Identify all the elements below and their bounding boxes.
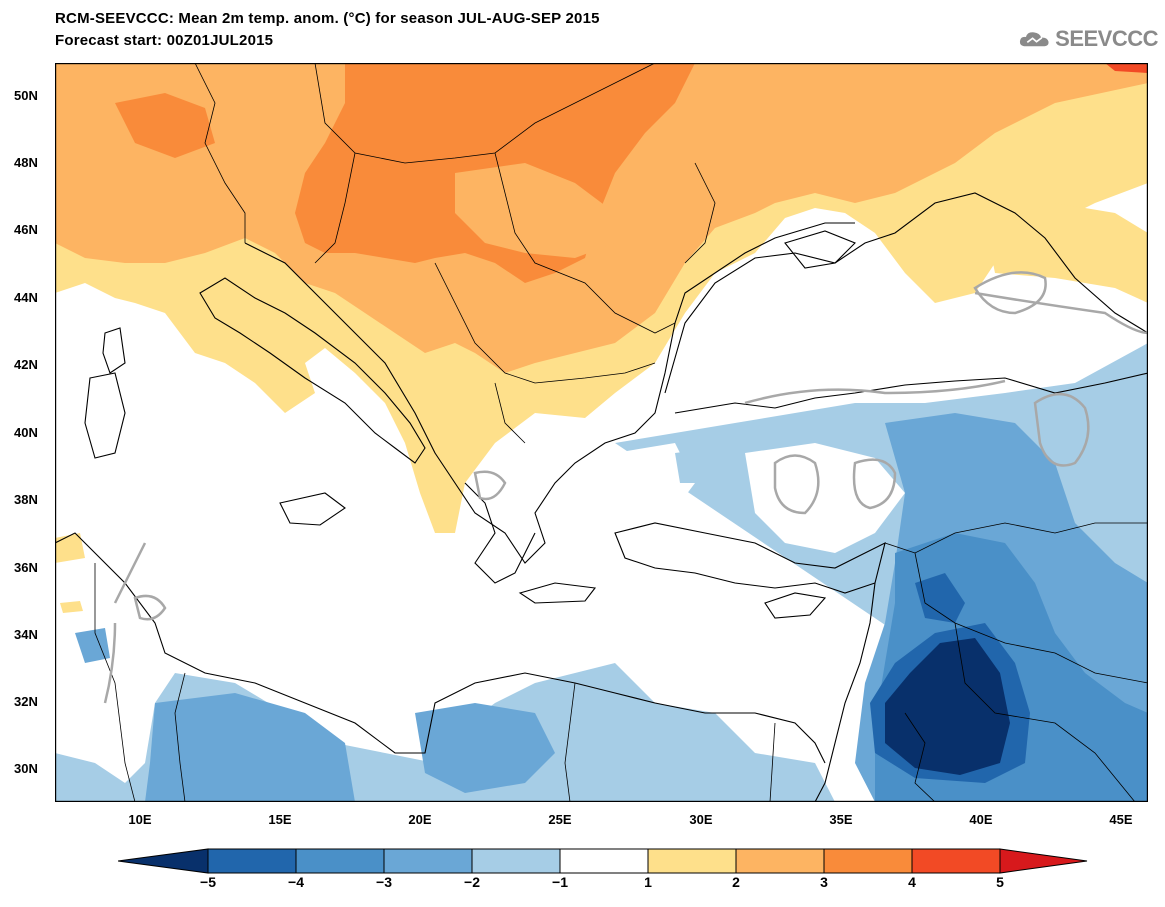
colorbar-segment-4-3 xyxy=(295,848,385,874)
colorbar-label-4: 4 xyxy=(908,874,916,890)
cool-anomaly-north-africa xyxy=(145,693,355,802)
lat-label-50n: 50N xyxy=(14,88,38,103)
logo-text: SEEVCCC xyxy=(1055,26,1158,51)
lon-label-20e: 20E xyxy=(408,812,432,827)
temperature-anomaly-map xyxy=(55,63,1148,802)
lat-label-46n: 46N xyxy=(14,222,38,237)
colorbar-label-m4: −4 xyxy=(288,874,304,890)
cool-anomaly-extreme xyxy=(885,638,1010,775)
colorbar-label-m1: −1 xyxy=(552,874,568,890)
lat-label-42n: 42N xyxy=(14,357,38,372)
coast-corsica xyxy=(102,327,126,374)
lon-label-35e: 35E xyxy=(829,812,853,827)
warm-anomaly-north-africa xyxy=(55,533,85,563)
lat-label-30n: 30N xyxy=(14,761,38,776)
lat-label-44n: 44N xyxy=(14,290,38,305)
lon-label-40e: 40E xyxy=(969,812,993,827)
coast-balkans xyxy=(244,222,855,564)
lat-label-38n: 38N xyxy=(14,492,38,507)
lat-label-36n: 36N xyxy=(14,560,38,575)
colorbar-segment-3-2 xyxy=(383,848,473,874)
colorbar-segment-3-4 xyxy=(823,848,913,874)
warm-anomaly-south-sea xyxy=(60,601,83,613)
cool-anomaly-aegean-gap xyxy=(615,443,695,523)
cool-anomaly-4-5 xyxy=(915,573,965,623)
colorbar-segment-2-3 xyxy=(735,848,825,874)
coast-crete xyxy=(518,582,597,604)
coast-italy xyxy=(199,277,426,464)
country-borders xyxy=(94,63,1148,802)
coast-black-sea xyxy=(664,192,1148,414)
coast-sicily xyxy=(279,492,346,526)
lat-label-40n: 40N xyxy=(14,425,38,440)
colorbar-segment-2-1 xyxy=(471,848,561,874)
cool-anomaly-anatolia-gap xyxy=(745,443,905,553)
lon-label-30e: 30E xyxy=(689,812,713,827)
lat-label-34n: 34N xyxy=(14,627,38,642)
colorbar-label-2: 2 xyxy=(732,874,740,890)
colorbar-label-3: 3 xyxy=(820,874,828,890)
colorbar-segment-5-4 xyxy=(207,848,297,874)
forecast-start: Forecast start: 00Z01JUL2015 xyxy=(55,32,274,49)
colorbar-segment-neutral xyxy=(559,848,649,874)
lat-label-48n: 48N xyxy=(14,155,38,170)
colorbar xyxy=(118,848,1088,874)
lon-label-25e: 25E xyxy=(548,812,572,827)
coast-crimea xyxy=(784,230,856,269)
coast-levant xyxy=(814,582,876,802)
coast-north-africa xyxy=(55,532,826,764)
colorbar-segment-below-5 xyxy=(118,848,209,874)
warm-anomaly-hungary xyxy=(455,163,615,258)
warm-anomaly-uk-fr xyxy=(115,93,215,158)
warm-anomaly-corner xyxy=(1105,63,1148,73)
map-title: RCM-SEEVCCC: Mean 2m temp. anom. (°C) fo… xyxy=(55,10,600,27)
lon-label-45e: 45E xyxy=(1109,812,1133,827)
colorbar-label-1: 1 xyxy=(644,874,652,890)
lat-label-32n: 32N xyxy=(14,694,38,709)
lon-label-15e: 15E xyxy=(268,812,292,827)
coast-greece xyxy=(464,482,536,584)
zero-contours xyxy=(103,271,1148,704)
seevccc-logo: SEEVCCC xyxy=(1018,22,1158,56)
cool-anomaly-east-patch xyxy=(675,448,715,483)
warm-anomaly-east-blob xyxy=(985,203,1148,303)
colorbar-segment-above-5 xyxy=(999,848,1088,874)
colorbar-segment-4-5 xyxy=(911,848,1001,874)
colorbar-segment-1-2 xyxy=(647,848,737,874)
cloud-icon xyxy=(1019,32,1049,47)
lon-label-10e: 10E xyxy=(128,812,152,827)
coastlines xyxy=(55,192,1148,802)
colorbar-label-m5: −5 xyxy=(200,874,216,890)
colorbar-label-5: 5 xyxy=(996,874,1004,890)
colorbar-label-m3: −3 xyxy=(376,874,392,890)
cool-anomaly-fields xyxy=(55,343,1148,802)
colorbar-label-m2: −2 xyxy=(464,874,480,890)
coast-sardinia xyxy=(84,372,126,459)
coast-cyprus xyxy=(764,592,827,619)
cool-anomaly-turkey xyxy=(55,343,1148,802)
warm-anomaly-fields xyxy=(55,63,1148,613)
cool-anomaly-libya xyxy=(415,703,555,793)
cool-anomaly-tunisia xyxy=(75,628,110,663)
